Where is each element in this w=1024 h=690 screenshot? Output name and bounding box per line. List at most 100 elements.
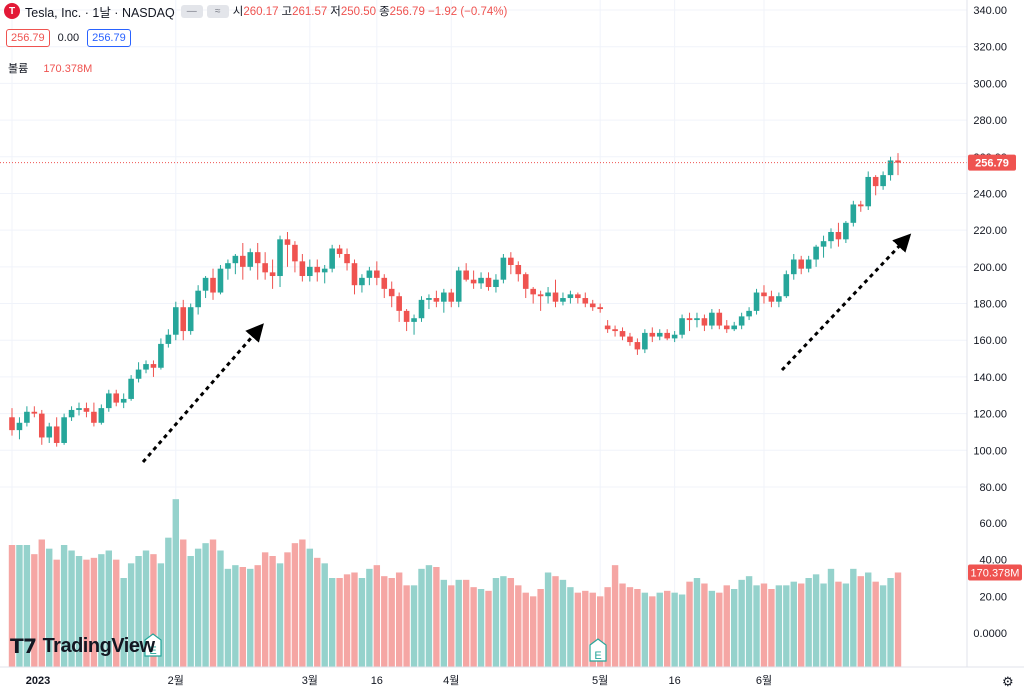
candle: [530, 287, 536, 304]
candle: [448, 288, 455, 308]
tradingview-mark-icon: 𝗧𝟳: [10, 636, 37, 658]
candle-body: [857, 204, 864, 207]
volume-bar: [790, 581, 797, 667]
candle-body: [768, 296, 775, 302]
candle-body: [210, 277, 216, 293]
candle-body: [269, 272, 276, 277]
volume-bar: [641, 592, 649, 667]
volume-bar: [388, 578, 395, 667]
candle: [91, 402, 97, 427]
candle: [634, 338, 641, 355]
volume-value: 170.378M: [43, 63, 93, 75]
candle: [433, 290, 440, 308]
time-tick-label: 4월: [443, 674, 459, 687]
volume-tick-label: 40.00: [979, 555, 1007, 567]
candle-body: [411, 318, 417, 322]
candle-body: [292, 244, 298, 262]
candle-body: [217, 268, 224, 293]
sell-price-button[interactable]: 256.79: [6, 29, 50, 47]
compare-icon[interactable]: ≈: [206, 4, 229, 18]
price-tick-label: 280.00: [973, 115, 1007, 127]
candle: [753, 288, 760, 315]
volume-bar: [604, 587, 611, 667]
candle: [828, 228, 834, 249]
last-volume-badge: [968, 564, 1022, 581]
candle-body: [143, 364, 149, 370]
ohlc-low: 저250.50: [330, 6, 377, 18]
legend-header: T Tesla, Inc. · 1날 · NASDAQ — ≈ 시260.17 …: [0, 0, 510, 22]
candle-body: [351, 263, 358, 286]
candle-body: [441, 292, 447, 302]
volume-bar: [731, 589, 738, 667]
candle: [210, 268, 216, 300]
price-tick-label: 120.00: [973, 409, 1007, 421]
candle-body: [403, 310, 410, 322]
candle: [515, 261, 522, 282]
settings-gear-icon[interactable]: ⚙: [1002, 674, 1014, 689]
candle: [664, 329, 670, 341]
volume-bar: [269, 556, 276, 667]
candle: [38, 409, 45, 445]
candle-body: [120, 398, 127, 403]
candle-body: [515, 265, 522, 275]
candle: [98, 404, 105, 425]
volume-bar: [418, 568, 425, 667]
minimize-legend-icon[interactable]: —: [180, 4, 203, 18]
volume-bar: [202, 543, 209, 667]
volume-bar: [284, 552, 291, 667]
volume-bar: [827, 568, 835, 667]
candle: [768, 290, 775, 308]
tradingview-logo[interactable]: 𝗧𝟳 TradingView: [10, 634, 155, 659]
candle-body: [671, 334, 678, 339]
volume-bar: [16, 545, 23, 667]
candle-body: [500, 257, 507, 280]
volume-bar: [798, 583, 805, 667]
volume-label[interactable]: 볼륨: [8, 63, 29, 75]
candle: [716, 309, 723, 330]
buy-price-button[interactable]: 256.79: [87, 29, 131, 47]
volume-bar: [142, 550, 150, 667]
volume-bar: [187, 556, 194, 667]
candle-body: [545, 292, 551, 297]
candle: [552, 279, 559, 308]
candle-body: [388, 288, 395, 297]
volume-bar: [351, 572, 358, 667]
volume-bar: [879, 585, 887, 667]
candle: [746, 307, 752, 321]
candle-body: [895, 160, 901, 163]
candle: [820, 235, 827, 258]
candle-body: [418, 299, 425, 319]
candle-body: [798, 259, 805, 269]
ohlc-close: 종256.79 −1.92 (−0.74%): [379, 6, 508, 18]
volume-bar: [224, 568, 232, 667]
candle: [150, 360, 157, 377]
candle-body: [254, 252, 261, 264]
volume-bar: [172, 499, 179, 667]
candle: [187, 303, 194, 335]
volume-bar: [775, 585, 783, 667]
candle: [463, 263, 469, 282]
candle-body: [9, 417, 15, 431]
volume-bar: [358, 578, 366, 667]
candle: [16, 417, 23, 440]
symbol-title[interactable]: Tesla, Inc. · 1날 · NASDAQ: [25, 5, 175, 20]
candle: [589, 299, 596, 311]
volume-bar: [105, 550, 112, 667]
candle: [575, 292, 581, 304]
candle: [679, 314, 685, 339]
candle: [172, 301, 179, 341]
price-tick-label: 80.00: [979, 482, 1007, 494]
volume-bar: [366, 568, 373, 667]
candle: [195, 285, 201, 315]
volume-bar: [574, 592, 582, 667]
candle: [441, 288, 447, 313]
candle-body: [135, 369, 142, 379]
last-volume-label: 170.378M: [971, 568, 1020, 580]
volume-bar: [671, 592, 678, 667]
candle-body: [366, 270, 373, 278]
volume-bar: [60, 545, 68, 667]
candle: [723, 320, 730, 333]
volume-bar: [552, 576, 559, 667]
candle: [686, 312, 693, 332]
